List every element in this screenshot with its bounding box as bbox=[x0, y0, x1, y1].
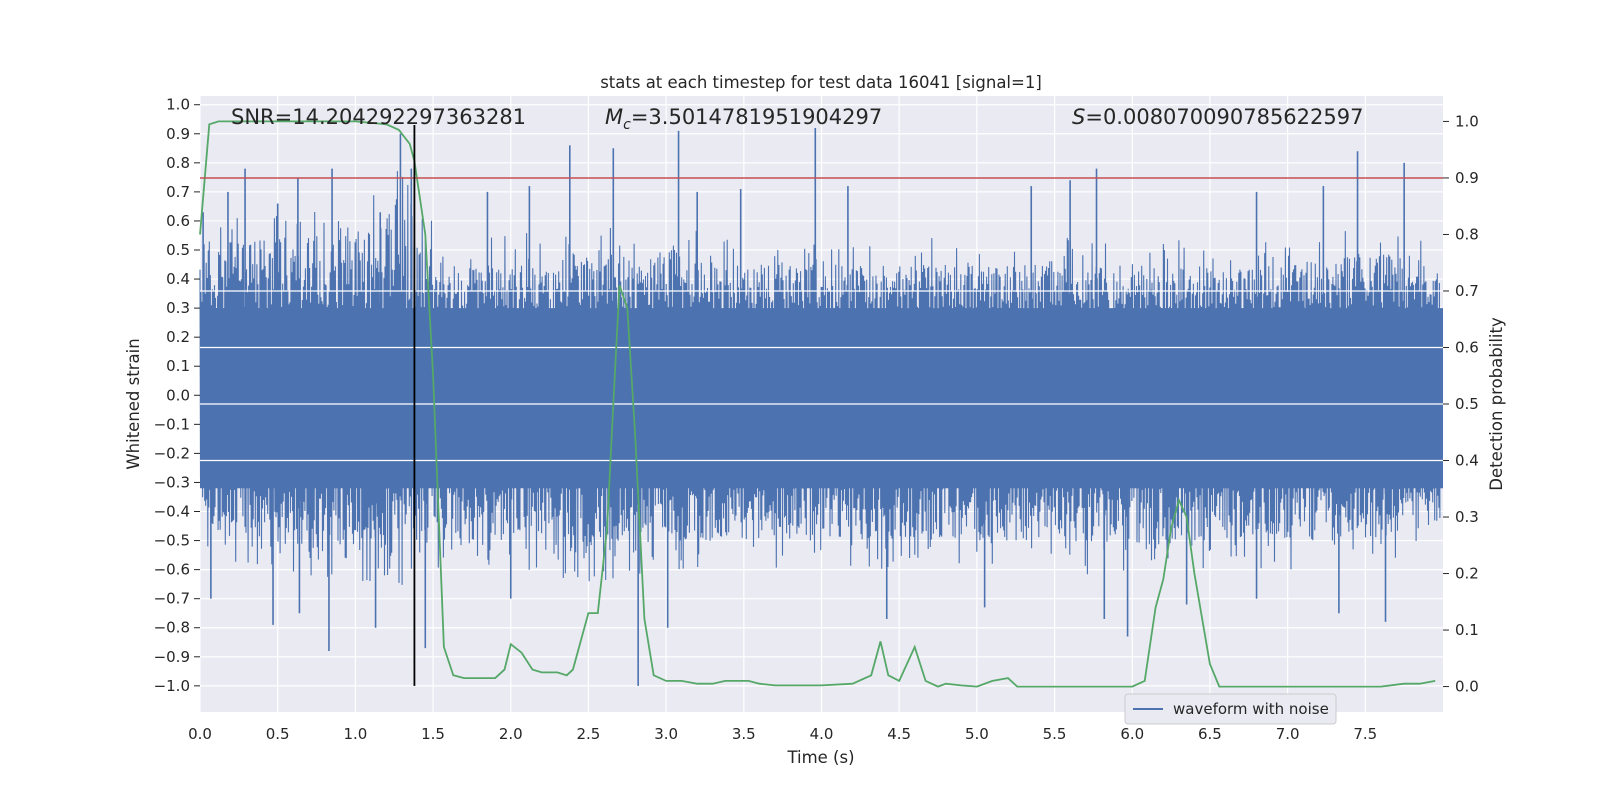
x-tick-label: 7.5 bbox=[1353, 725, 1377, 743]
y-tick-label: −0.8 bbox=[154, 619, 190, 637]
y-tick-label: 0.8 bbox=[166, 154, 190, 172]
chirp-mass-value: =3.5014781951904297 bbox=[631, 105, 882, 129]
y2-axis-ticks: 1.0 0.9 0.8 0.7 0.6 0.5 0.4 0.3 0.2 0.1 0.0 bbox=[1443, 112, 1479, 696]
y2-tick-label: 0.3 bbox=[1455, 508, 1479, 526]
x-tick-label: 1.5 bbox=[421, 725, 445, 743]
y2-tick-label: 0.7 bbox=[1455, 282, 1479, 300]
y-tick-label: 0.0 bbox=[166, 386, 190, 404]
chart-title: stats at each timestep for test data 160… bbox=[600, 73, 1042, 92]
x-tick-label: 2.0 bbox=[499, 725, 523, 743]
y2-tick-label: 0.9 bbox=[1455, 169, 1479, 187]
y-tick-label: −0.1 bbox=[154, 415, 190, 433]
x-tick-label: 2.5 bbox=[577, 725, 601, 743]
reference-lines bbox=[200, 125, 1443, 686]
y-tick-label: 0.1 bbox=[166, 357, 190, 375]
y-tick-label: 0.2 bbox=[166, 328, 190, 346]
x-tick-label: 4.5 bbox=[887, 725, 911, 743]
y-tick-label: 1.0 bbox=[166, 96, 190, 114]
x-tick-label: 3.0 bbox=[654, 725, 678, 743]
y-tick-label: 0.6 bbox=[166, 212, 190, 230]
y-tick-label: −0.6 bbox=[154, 561, 190, 579]
chirp-mass-symbol: M bbox=[605, 105, 623, 129]
chirp-mass-subscript: c bbox=[623, 117, 631, 133]
y2-tick-label: 0.1 bbox=[1455, 621, 1479, 639]
x-tick-label: 1.0 bbox=[343, 725, 367, 743]
y2-tick-label: 0.8 bbox=[1455, 225, 1479, 243]
legend-label: waveform with noise bbox=[1173, 700, 1329, 718]
y-axis-ticks: 1.0 0.9 0.8 0.7 0.6 0.5 0.4 0.3 0.2 0.1 0.0 −0.1 −0.… bbox=[154, 96, 200, 695]
y2-tick-label: 0.5 bbox=[1455, 395, 1479, 413]
legend-box bbox=[1124, 693, 1337, 725]
y-tick-label: −1.0 bbox=[154, 677, 190, 695]
y-axis-label: Whitened strain bbox=[124, 338, 143, 469]
probability-line bbox=[199, 120, 1436, 688]
y2-tick-label: 0.6 bbox=[1455, 338, 1479, 356]
chirp-mass-annotation: Mc=3.5014781951904297 bbox=[605, 105, 882, 133]
y-tick-label: 0.3 bbox=[166, 299, 190, 317]
s-annotation: S=0.008070090785622597 bbox=[1072, 105, 1363, 129]
snr-annotation: SNR=14.204292297363281 bbox=[231, 105, 526, 129]
s-symbol: S bbox=[1072, 105, 1085, 129]
x-tick-label: 6.5 bbox=[1198, 725, 1222, 743]
x-tick-label: 0.5 bbox=[266, 725, 290, 743]
x-tick-label: 4.0 bbox=[810, 725, 834, 743]
y2-tick-label: 0.2 bbox=[1455, 565, 1479, 583]
y-tick-label: 0.7 bbox=[166, 183, 190, 201]
y-tick-label: −0.2 bbox=[154, 444, 190, 462]
y2-axis-label: Detection probability bbox=[1487, 317, 1506, 491]
y-tick-label: −0.7 bbox=[154, 590, 190, 608]
y2-tick-label: 1.0 bbox=[1455, 112, 1479, 130]
y-tick-label: 0.5 bbox=[166, 241, 190, 259]
x-tick-label: 5.5 bbox=[1043, 725, 1067, 743]
y-tick-label: 0.4 bbox=[166, 270, 190, 288]
x-tick-label: 5.0 bbox=[965, 725, 989, 743]
y-tick-label: −0.4 bbox=[154, 503, 190, 521]
x-tick-label: 6.0 bbox=[1120, 725, 1144, 743]
waveform-core bbox=[200, 308, 1443, 489]
y-tick-label: −0.3 bbox=[154, 473, 190, 491]
y-tick-label: 0.9 bbox=[166, 125, 190, 143]
x-tick-label: 3.5 bbox=[732, 725, 756, 743]
y2-tick-label: 0.4 bbox=[1455, 452, 1479, 470]
y-tick-label: −0.5 bbox=[154, 532, 190, 550]
x-tick-label: 0.0 bbox=[188, 725, 212, 743]
y2-tick-label: 0.0 bbox=[1455, 678, 1479, 696]
s-value: =0.008070090785622597 bbox=[1085, 105, 1363, 129]
x-tick-label: 7.0 bbox=[1276, 725, 1300, 743]
x-axis-label: Time (s) bbox=[786, 748, 854, 767]
probability-series bbox=[199, 120, 1436, 688]
y-tick-label: −0.9 bbox=[154, 648, 190, 666]
x-axis-ticks: 0.0 0.5 1.0 1.5 2.0 2.5 3.0 3.5 4.0 4.5 5.0 5.5 6.0 6… bbox=[188, 725, 1377, 743]
waveform-series bbox=[199, 127, 1443, 686]
legend: waveform with noise bbox=[1124, 693, 1337, 725]
